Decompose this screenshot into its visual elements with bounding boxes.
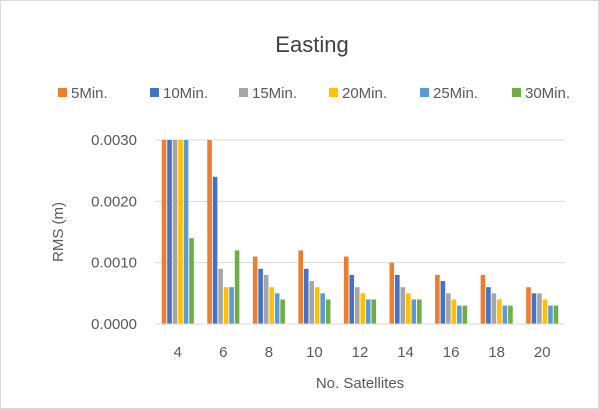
- bar-5min-14: [389, 262, 395, 324]
- y-tick-label: 0.0010: [91, 255, 137, 272]
- x-tick-labels: 4 6 8 10 12 14 16 18 20: [174, 344, 551, 361]
- bar-30min-14: [417, 299, 422, 324]
- legend-label: 15Min.: [252, 85, 297, 102]
- bar-25min-12: [365, 299, 371, 324]
- bar-30min-10: [325, 299, 331, 324]
- bar-10min-8: [258, 268, 263, 324]
- bar-30min-20: [553, 305, 559, 324]
- bar-20min-10: [314, 287, 320, 324]
- bar-15min-16: [446, 293, 451, 324]
- legend-swatch: [239, 88, 248, 97]
- bar-25min-20: [548, 305, 553, 324]
- bar-15min-4: [172, 140, 178, 324]
- x-tick-label: 14: [397, 344, 414, 361]
- bar-30min-6: [234, 250, 240, 324]
- x-tick-label: 18: [488, 344, 505, 361]
- bar-30min-4: [189, 238, 194, 324]
- x-tick-label: 10: [306, 344, 323, 361]
- legend-label: 25Min.: [433, 85, 478, 102]
- bar-15min-6: [218, 268, 223, 324]
- bar-20min-16: [451, 299, 457, 324]
- bar-25min-8: [274, 293, 280, 324]
- legend-swatch: [420, 88, 429, 97]
- bar-30min-8: [280, 299, 285, 324]
- bar-10min-20: [531, 293, 537, 324]
- bar-20min-4: [178, 140, 183, 324]
- bar-30min-12: [371, 299, 377, 324]
- legend-swatch: [329, 88, 338, 97]
- y-axis-label: RMS (m): [50, 202, 67, 262]
- chart-title: Easting: [275, 32, 348, 57]
- bar-20min-14: [406, 293, 411, 324]
- legend-label: 10Min.: [163, 85, 208, 102]
- bar-25min-4: [183, 140, 189, 324]
- bars: [161, 140, 559, 324]
- bar-30min-16: [462, 305, 468, 324]
- gridlines: [155, 139, 565, 264]
- bar-15min-20: [537, 293, 542, 324]
- bar-25min-10: [320, 293, 325, 324]
- bar-10min-18: [486, 287, 491, 324]
- y-tick-label: 0.0000: [91, 316, 137, 333]
- bar-5min-10: [298, 250, 303, 324]
- legend-label: 5Min.: [71, 85, 108, 102]
- bar-10min-12: [349, 274, 355, 324]
- x-tick-label: 12: [352, 344, 369, 361]
- y-tick-label: 0.0030: [91, 132, 137, 149]
- bar-25min-18: [502, 305, 508, 324]
- legend-swatch: [512, 88, 521, 97]
- bar-25min-16: [457, 305, 462, 324]
- legend-swatch: [150, 88, 159, 97]
- x-axis-label: No. Satellites: [316, 375, 404, 392]
- x-tick-label: 4: [174, 344, 182, 361]
- bar-15min-14: [400, 287, 406, 324]
- bar-20min-20: [542, 299, 548, 324]
- bar-5min-16: [435, 274, 440, 324]
- bar-20min-18: [497, 299, 502, 324]
- bar-5min-20: [526, 287, 531, 324]
- bar-15min-10: [309, 281, 314, 324]
- bar-25min-14: [411, 299, 417, 324]
- bar-10min-10: [303, 268, 309, 324]
- bar-10min-4: [167, 140, 172, 324]
- x-tick-label: 16: [443, 344, 460, 361]
- y-tick-labels: 0.0000 0.0010 0.0020 0.0030: [91, 132, 137, 333]
- bar-20min-6: [223, 287, 229, 324]
- bar-5min-6: [207, 140, 212, 324]
- bar-5min-8: [252, 256, 258, 324]
- x-tick-label: 8: [265, 344, 273, 361]
- bar-30min-18: [508, 305, 513, 324]
- bar-20min-8: [269, 287, 274, 324]
- bar-15min-12: [354, 287, 360, 324]
- legend-swatch: [58, 88, 67, 97]
- bar-25min-6: [229, 287, 234, 324]
- bar-15min-8: [263, 274, 269, 324]
- legend: 5Min. 10Min. 15Min. 20Min. 25Min. 30Min.: [58, 85, 570, 102]
- legend-label: 20Min.: [342, 85, 387, 102]
- bar-5min-12: [343, 256, 349, 324]
- legend-label: 30Min.: [525, 85, 570, 102]
- bar-5min-18: [480, 274, 486, 324]
- bar-10min-16: [440, 281, 446, 324]
- bar-10min-14: [395, 274, 400, 324]
- bar-20min-12: [360, 293, 366, 324]
- bar-10min-6: [212, 176, 218, 324]
- x-tick-label: 6: [219, 344, 227, 361]
- x-tick-label: 20: [534, 344, 551, 361]
- bar-5min-4: [161, 140, 167, 324]
- y-tick-label: 0.0020: [91, 193, 137, 210]
- bar-15min-18: [491, 293, 497, 324]
